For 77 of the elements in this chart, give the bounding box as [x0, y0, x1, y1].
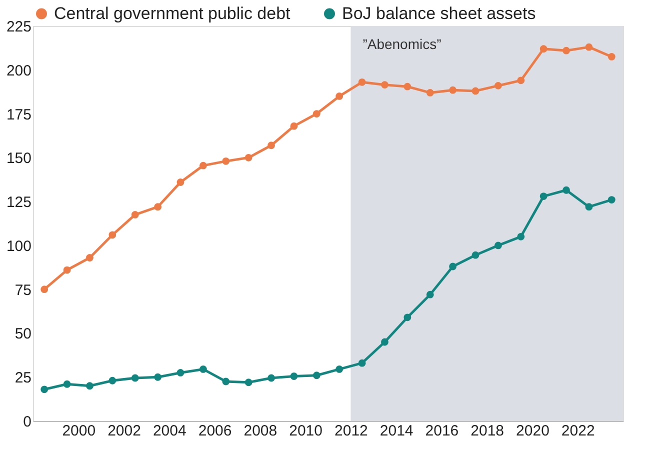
- point: [404, 314, 412, 322]
- point: [176, 369, 184, 376]
- point: [268, 374, 275, 382]
- y-tick-label: 200: [6, 62, 32, 80]
- point: [86, 254, 94, 262]
- point: [358, 359, 366, 367]
- point: [517, 232, 525, 240]
- point: [472, 87, 480, 95]
- point: [222, 157, 230, 165]
- point: [108, 376, 116, 384]
- y-tick-label: 175: [6, 106, 32, 124]
- x-tick-label: 2014: [380, 422, 414, 440]
- point: [312, 110, 320, 118]
- x-tick-label: 2016: [425, 422, 459, 440]
- y-tick-label: 25: [14, 370, 32, 387]
- point: [562, 46, 570, 54]
- point: [86, 382, 94, 390]
- point: [472, 251, 480, 259]
- point: [404, 82, 412, 90]
- point: [381, 338, 388, 346]
- point: [63, 266, 71, 274]
- x-tick-label: 2018: [470, 422, 504, 440]
- point: [40, 386, 48, 394]
- point: [154, 203, 162, 211]
- point: [494, 82, 502, 90]
- point: [585, 203, 593, 211]
- x-tick-label: 2000: [62, 422, 96, 440]
- x-tick-label: 2008: [244, 422, 278, 440]
- point: [540, 192, 548, 200]
- x-tick-label: 2004: [152, 422, 186, 440]
- point: [426, 89, 434, 96]
- legend-label: BoJ balance sheet assets: [342, 4, 536, 23]
- y-tick-label: 0: [23, 414, 32, 430]
- x-tick-label: 2020: [516, 422, 550, 440]
- point: [131, 211, 139, 218]
- point: [358, 78, 366, 86]
- y-tick-label: 100: [6, 238, 32, 255]
- point: [290, 122, 298, 130]
- point: [312, 372, 320, 380]
- point: [290, 372, 298, 380]
- point: [336, 366, 344, 373]
- point: [585, 43, 593, 51]
- x-tick-label: 2002: [108, 422, 141, 440]
- band-label: ”Abenomics”: [362, 36, 442, 52]
- point: [154, 373, 162, 381]
- x-tick-label: 2022: [561, 422, 595, 440]
- x-tick-label: 2012: [334, 422, 368, 440]
- point: [268, 142, 275, 150]
- y-tick-label: 75: [14, 282, 32, 299]
- point: [199, 366, 207, 373]
- point: [63, 380, 71, 388]
- y-tick-label: 150: [6, 150, 32, 168]
- point: [244, 154, 252, 162]
- point: [244, 378, 252, 386]
- point: [40, 286, 48, 294]
- point: [131, 374, 139, 382]
- point: [494, 242, 502, 250]
- point: [562, 186, 570, 194]
- y-tick-label: 125: [6, 194, 32, 212]
- point: [540, 45, 548, 53]
- x-tick-label: 2010: [289, 422, 322, 440]
- point: [381, 81, 388, 89]
- point: [449, 86, 457, 94]
- point: [449, 262, 457, 270]
- x-tick-label: 2006: [198, 422, 232, 440]
- point: [608, 53, 616, 60]
- point: [199, 162, 207, 170]
- point: [426, 290, 434, 298]
- y-tick-label: 50: [14, 326, 32, 343]
- point: [336, 92, 344, 100]
- y-tick-label: 225: [6, 18, 32, 36]
- point: [176, 178, 184, 186]
- point: [222, 378, 230, 386]
- point: [108, 231, 116, 239]
- legend-label: Central government public debt: [54, 4, 291, 23]
- point: [608, 196, 616, 204]
- point: [517, 76, 525, 84]
